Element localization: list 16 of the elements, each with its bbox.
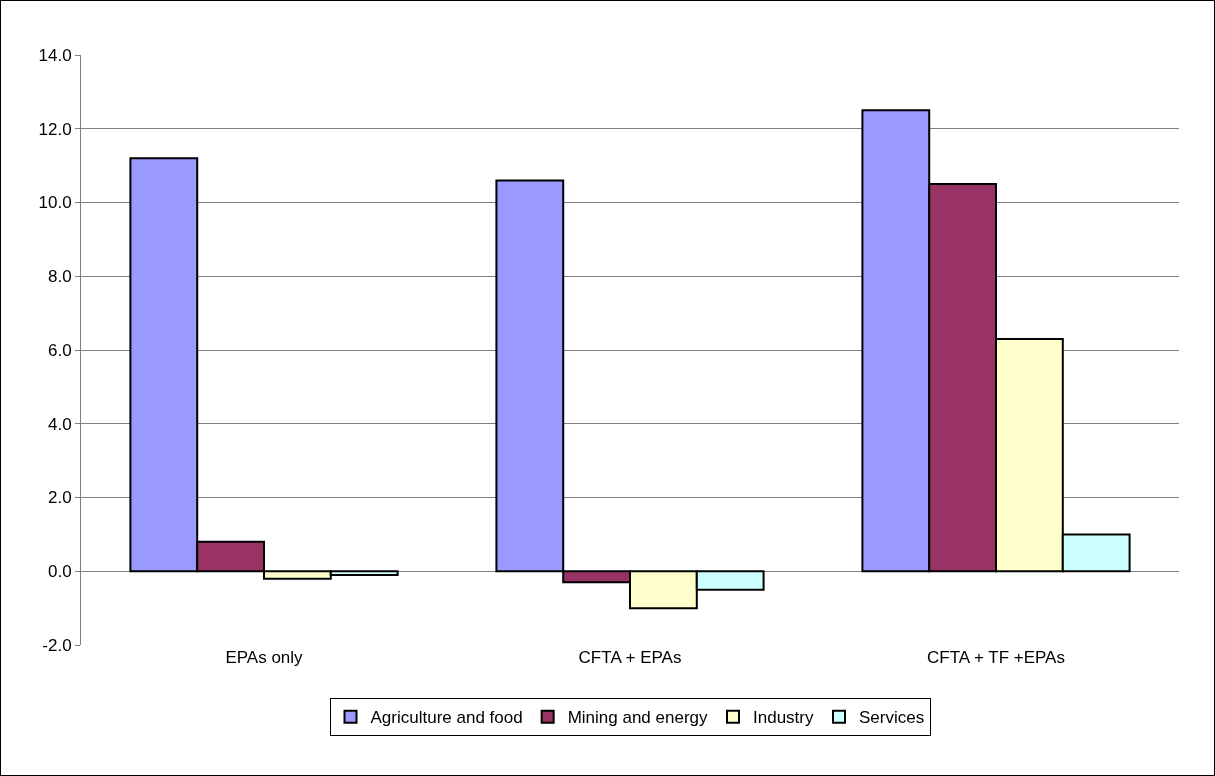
y-tick-label: 10.0: [38, 193, 72, 213]
x-tick-label: EPAs only: [225, 648, 304, 667]
x-tick-label: CFTA + TF +EPAs: [927, 648, 1065, 667]
y-tick-label: -2.0: [42, 635, 72, 655]
y-tick-label: 14.0: [38, 45, 72, 65]
y-tick-label: 6.0: [47, 340, 72, 360]
legend-label: Services: [859, 708, 925, 728]
legend-label: Industry: [753, 708, 814, 728]
y-tick-label: 12.0: [38, 119, 72, 139]
y-tick-label: 2.0: [47, 488, 72, 508]
y-tick-label: 0.0: [47, 562, 72, 582]
legend-label: Agriculture and food: [370, 708, 523, 728]
y-tick-label: 8.0: [47, 267, 72, 287]
y-tick-label: 4.0: [47, 414, 72, 434]
legend-label: Mining and energy: [567, 708, 709, 728]
x-tick-label: CFTA + EPAs: [578, 648, 682, 667]
